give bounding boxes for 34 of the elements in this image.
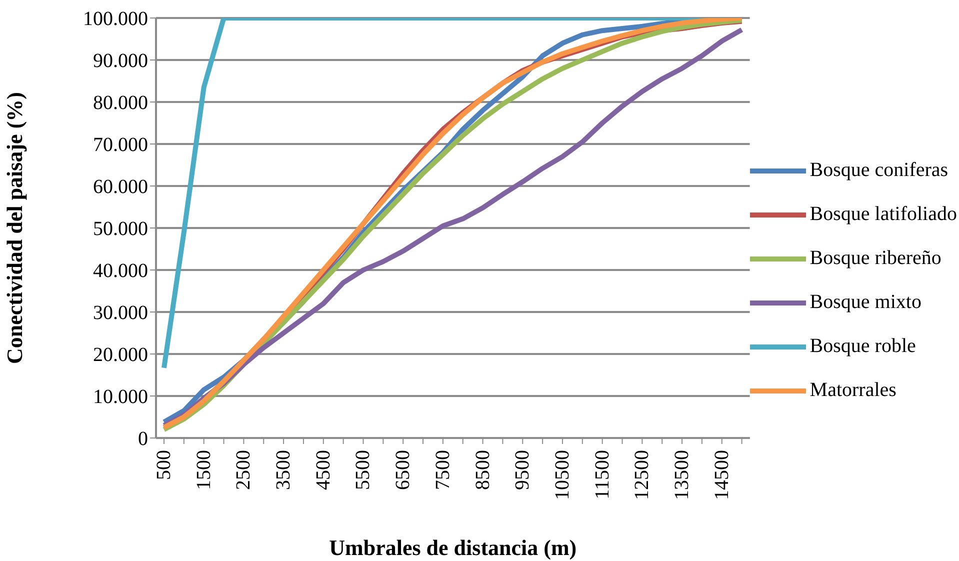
legend-label: Bosque latifoliado bbox=[810, 203, 957, 226]
y-tick-label: 80.000 bbox=[93, 92, 148, 114]
x-tick-label: 10500 bbox=[551, 450, 574, 500]
x-tick-label: 13500 bbox=[671, 450, 694, 500]
x-tick-label: 5500 bbox=[352, 450, 374, 490]
y-tick-label: 10.000 bbox=[93, 386, 148, 408]
x-tick-label: 7500 bbox=[432, 450, 454, 490]
x-tick-label: 4500 bbox=[312, 450, 334, 490]
x-tick-label: 500 bbox=[153, 450, 175, 480]
legend-label: Matorrales bbox=[810, 379, 896, 402]
x-axis-title: Umbrales de distancia (m) bbox=[329, 535, 577, 560]
x-tick-label: 9500 bbox=[512, 450, 534, 490]
x-tick-label: 12500 bbox=[631, 450, 654, 500]
x-tick-label: 14500 bbox=[710, 450, 733, 500]
legend-label: Bosque ribereño bbox=[810, 247, 942, 270]
x-tick-label: 2500 bbox=[232, 450, 255, 490]
x-tick-label: 3500 bbox=[272, 450, 295, 490]
x-tick-label: 11500 bbox=[591, 450, 614, 500]
y-tick-label: 90.000 bbox=[93, 50, 148, 72]
x-tick-label: 6500 bbox=[392, 450, 414, 490]
y-tick-label: 60.000 bbox=[93, 176, 148, 198]
legend-label: Bosque coniferas bbox=[810, 159, 948, 182]
y-tick-label: 30.000 bbox=[93, 302, 148, 324]
y-tick-label: 40.000 bbox=[93, 260, 148, 282]
y-tick-label: 50.000 bbox=[93, 218, 148, 240]
y-tick-label: 100.000 bbox=[83, 8, 148, 30]
legend-label: Bosque mixto bbox=[810, 291, 922, 314]
x-tick-label: 1500 bbox=[192, 450, 215, 490]
y-tick-label: 0 bbox=[138, 428, 148, 450]
y-tick-label: 70.000 bbox=[93, 134, 148, 156]
y-axis-title: Conectividad del paisaje (%) bbox=[2, 92, 27, 364]
legend-label: Bosque roble bbox=[810, 335, 916, 358]
y-tick-label: 20.000 bbox=[93, 344, 148, 366]
x-tick-label: 8500 bbox=[472, 450, 494, 490]
